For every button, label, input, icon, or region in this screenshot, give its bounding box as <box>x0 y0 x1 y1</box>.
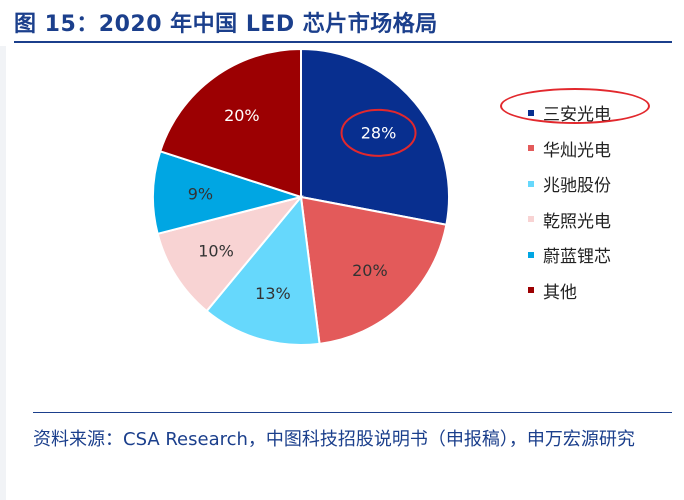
pie-slice <box>158 47 302 199</box>
legend-swatch <box>528 180 534 187</box>
figure-title: 图 15：2020 年中国 LED 芯片市场格局 <box>14 12 438 37</box>
legend-swatch <box>528 287 534 294</box>
legend-swatch <box>528 145 534 152</box>
slice-value-label: 28% <box>361 123 397 142</box>
legend-label: 乾照光电 <box>543 211 611 232</box>
legend-label: 其他 <box>543 282 577 303</box>
legend-item: 华灿光电 <box>528 131 611 167</box>
title-divider <box>14 41 672 43</box>
legend-item: 其他 <box>528 273 611 309</box>
legend-swatch <box>528 251 534 258</box>
legend-label: 华灿光电 <box>543 140 611 161</box>
pie-slice <box>300 47 450 226</box>
source-note: 资料来源：CSA Research，中图科技招股说明书（申报稿），申万宏源研究 <box>33 429 635 450</box>
legend-highlight-circle <box>500 88 650 124</box>
chart-legend: 三安光电 华灿光电 兆驰股份 乾照光电 蔚蓝锂芯 其他 <box>528 95 611 308</box>
legend-label: 蔚蓝锂芯 <box>543 247 611 268</box>
legend-label: 兆驰股份 <box>543 176 611 197</box>
legend-item: 乾照光电 <box>528 202 611 238</box>
legend-item: 蔚蓝锂芯 <box>528 237 611 273</box>
slice-value-label: 10% <box>198 241 234 260</box>
slice-value-label: 13% <box>255 284 291 303</box>
pie-slice <box>299 195 448 345</box>
pie-slice <box>205 194 321 346</box>
legend-item: 兆驰股份 <box>528 166 611 202</box>
pie-slice <box>152 150 305 236</box>
slice-value-label: 9% <box>188 184 213 203</box>
left-margin-strip <box>0 46 6 500</box>
legend-swatch <box>528 216 534 223</box>
value-highlight-circle <box>340 108 417 157</box>
slice-value-label: 20% <box>352 261 388 280</box>
source-divider <box>33 412 672 413</box>
slice-value-label: 20% <box>224 106 260 125</box>
